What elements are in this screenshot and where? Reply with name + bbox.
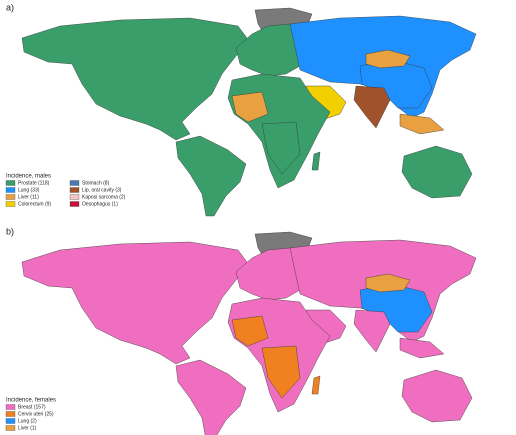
legend-label: Lung (33) [18,187,40,193]
legend-label: Stomach (8) [82,180,110,186]
country-region [399,113,445,135]
country-region [21,17,251,141]
legend-title: Incidence, males [6,174,51,180]
legend-swatch [5,194,16,200]
country-region [365,273,411,293]
legend-swatch [69,187,80,193]
country-region [353,309,391,353]
country-region [235,247,301,301]
legend-swatch [5,180,16,186]
country-region [261,121,301,175]
country-region [401,369,473,423]
country-region [231,315,269,347]
country-region [175,359,247,435]
legend-label: Kaposi sarcoma (2) [82,194,126,200]
legend-label: Liver (1) [18,425,37,431]
country-region [311,375,321,395]
legend-label: Breast (157) [18,404,46,410]
legend-title: Incidence, females [6,398,56,404]
legend-swatch [69,180,80,186]
legend-swatch [5,418,16,424]
legend-swatch [5,187,16,193]
country-region [311,151,321,171]
legend-swatch [5,404,16,410]
country-region [401,145,473,199]
legend-label: Oesophagus (1) [82,201,118,207]
country-region [175,135,247,217]
legend-swatch [69,194,80,200]
legend-label: Lip, oral cavity (3) [82,187,122,193]
country-region [353,85,391,129]
legend-swatch [5,425,16,431]
world-map [21,7,477,217]
legend-label: Colorectum (9) [18,201,51,207]
legend-swatch [5,411,16,417]
legend-label: Cervix uteri (25) [18,411,54,417]
panel-label: b) [6,226,14,236]
panel-label: a) [6,2,14,12]
legend-swatch [69,201,80,207]
legend-label: Lung (2) [18,418,37,424]
legend-swatch [5,201,16,207]
country-region [235,23,301,77]
country-region [365,49,411,69]
world-map [21,231,477,435]
legend-label: Liver (11) [18,194,39,200]
legend-label: Prostate (118) [18,180,50,186]
country-region [399,337,445,359]
country-region [261,345,301,399]
country-region [21,241,251,365]
country-region [231,91,269,123]
